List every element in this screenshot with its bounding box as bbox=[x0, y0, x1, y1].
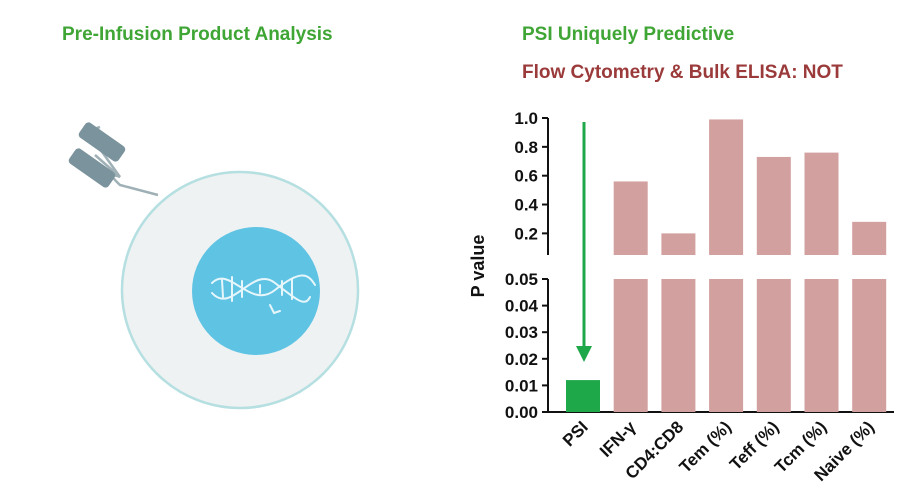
bar-0 bbox=[566, 380, 600, 412]
probe-icon bbox=[68, 122, 126, 188]
y-tick-label: 0.03 bbox=[505, 323, 538, 342]
bar-5-lower bbox=[804, 279, 839, 412]
bar-1-upper bbox=[613, 181, 648, 255]
bar-4-upper bbox=[756, 156, 791, 255]
x-category-label: IFN-γ bbox=[596, 417, 640, 461]
chart-subtitle: Flow Cytometry & Bulk ELISA: NOT bbox=[522, 62, 843, 83]
y-tick-label: 0.01 bbox=[505, 376, 538, 395]
left-panel-title: Pre-Infusion Product Analysis bbox=[62, 24, 333, 45]
bar-3-lower bbox=[709, 279, 744, 412]
cell-illustration bbox=[68, 122, 360, 410]
y-axis-title: P value bbox=[468, 235, 488, 298]
cell-nucleus bbox=[192, 227, 320, 355]
arrow-head bbox=[576, 346, 592, 362]
y-tick-label: 0.2 bbox=[514, 224, 538, 243]
bar-6-upper bbox=[852, 221, 887, 255]
bar-2-upper bbox=[661, 233, 696, 255]
y-axis-ticks: 0.00 0.01 0.02 0.03 0.04 0.05 0.2 0.4 0.6 0.8 1.0 bbox=[505, 109, 548, 422]
bar-6-lower bbox=[852, 279, 887, 412]
y-tick-label: 0.04 bbox=[505, 297, 539, 316]
y-tick-label: 0.02 bbox=[505, 350, 538, 369]
bar-4-lower bbox=[756, 279, 791, 412]
bar-5-upper bbox=[804, 152, 839, 255]
y-tick-label: 1.0 bbox=[514, 109, 538, 128]
bar-3-upper bbox=[709, 119, 744, 255]
x-category-label: PSI bbox=[559, 417, 592, 450]
y-tick-label: 0.8 bbox=[514, 138, 538, 157]
bar-1-lower bbox=[613, 279, 648, 412]
dna-icon bbox=[211, 274, 316, 315]
chart-title: PSI Uniquely Predictive bbox=[522, 24, 735, 45]
y-tick-label: 0.00 bbox=[505, 403, 538, 422]
chart-bars bbox=[566, 119, 887, 412]
y-tick-label: 0.05 bbox=[505, 270, 538, 289]
y-tick-label: 0.4 bbox=[514, 196, 538, 215]
down-arrow-icon bbox=[576, 122, 592, 362]
x-category-label: Tem (%) bbox=[676, 417, 735, 476]
y-tick-label: 0.6 bbox=[514, 167, 538, 186]
bar-2-lower bbox=[661, 279, 696, 412]
